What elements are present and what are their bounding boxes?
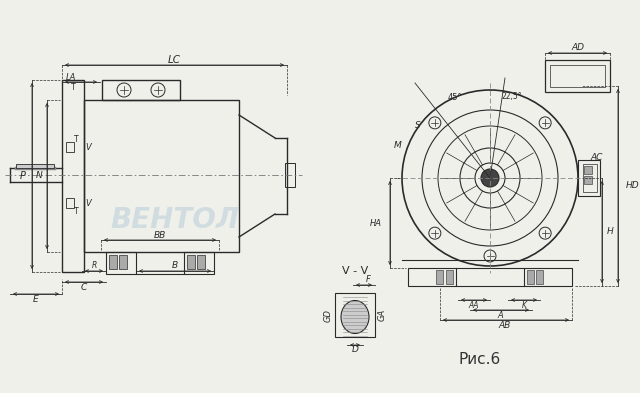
- Text: P: P: [20, 171, 26, 181]
- Bar: [16, 164, 54, 168]
- Bar: [62, 80, 84, 272]
- Bar: [436, 270, 443, 284]
- Text: HA: HA: [370, 219, 382, 228]
- Bar: [584, 176, 592, 184]
- Text: ВЕНТОЛ: ВЕНТОЛ: [111, 206, 239, 234]
- Bar: [119, 255, 127, 269]
- Bar: [197, 255, 205, 269]
- Bar: [583, 164, 597, 192]
- Bar: [187, 255, 195, 269]
- Text: R: R: [92, 261, 97, 270]
- Bar: [536, 270, 543, 284]
- Text: V - V: V - V: [342, 266, 368, 276]
- Bar: [527, 270, 534, 284]
- Text: LA: LA: [66, 72, 76, 81]
- Ellipse shape: [341, 301, 369, 334]
- Text: T: T: [74, 206, 78, 215]
- Bar: [184, 252, 214, 274]
- Text: V: V: [85, 143, 91, 151]
- Text: HD: HD: [626, 182, 639, 191]
- Text: GD: GD: [323, 309, 333, 321]
- Text: F: F: [365, 275, 371, 285]
- Circle shape: [481, 169, 499, 187]
- Bar: [524, 268, 572, 286]
- Bar: [584, 166, 592, 174]
- Text: T: T: [70, 83, 76, 92]
- Text: E: E: [33, 296, 39, 305]
- Text: B: B: [172, 261, 178, 270]
- Bar: [408, 268, 456, 286]
- Text: S: S: [415, 121, 421, 130]
- Text: AD: AD: [571, 42, 584, 51]
- Bar: [84, 100, 239, 252]
- Bar: [550, 65, 605, 87]
- Text: V: V: [85, 198, 91, 208]
- Bar: [545, 60, 610, 92]
- Bar: [285, 163, 295, 187]
- Bar: [102, 80, 180, 100]
- Bar: [66, 142, 74, 152]
- Bar: [109, 255, 117, 269]
- Text: LC: LC: [168, 55, 181, 65]
- Bar: [106, 252, 136, 274]
- Text: GA: GA: [378, 309, 387, 321]
- Bar: [578, 160, 600, 196]
- Bar: [66, 198, 74, 208]
- Text: BB: BB: [154, 231, 166, 239]
- Text: 45°: 45°: [448, 94, 462, 103]
- Text: C: C: [81, 283, 87, 292]
- Text: H: H: [607, 228, 614, 237]
- Text: AB: AB: [499, 321, 511, 329]
- Text: AA: AA: [468, 301, 479, 310]
- Bar: [446, 270, 453, 284]
- Text: 22,5°: 22,5°: [502, 92, 522, 101]
- Bar: [335, 293, 375, 337]
- Text: M: M: [394, 141, 402, 151]
- Text: AC: AC: [590, 154, 602, 162]
- Text: K: K: [522, 301, 527, 310]
- Text: Рис.6: Рис.6: [459, 353, 501, 367]
- Text: N: N: [36, 171, 43, 180]
- Text: D: D: [351, 345, 358, 354]
- Text: T: T: [74, 134, 78, 143]
- Text: A: A: [497, 310, 503, 320]
